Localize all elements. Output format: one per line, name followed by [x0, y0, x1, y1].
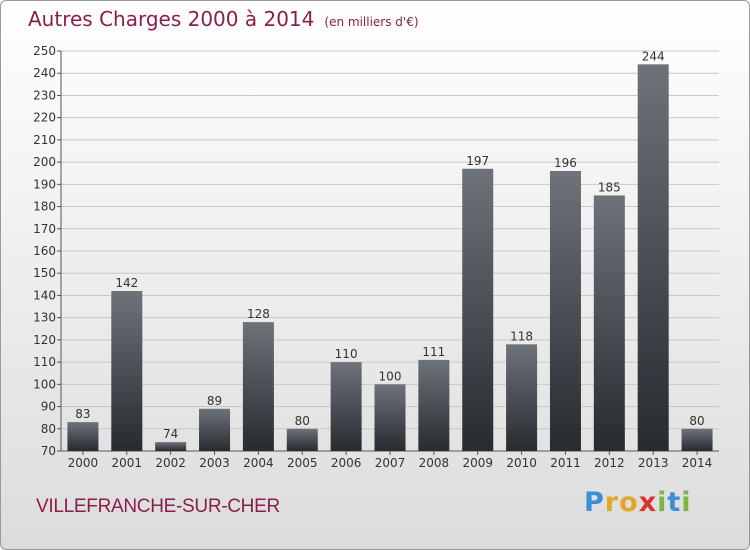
x-tick-label: 2010 [506, 456, 537, 470]
x-tick-label: 2007 [375, 456, 406, 470]
bar [286, 428, 318, 451]
bar [593, 195, 625, 451]
labels: 7080901001101201301401501601701801902002… [33, 44, 712, 470]
y-tick-label: 80 [41, 422, 56, 436]
x-tick-label: 2004 [243, 456, 274, 470]
value-label: 128 [247, 307, 270, 321]
value-label: 196 [554, 156, 577, 170]
x-tick-label: 2012 [594, 456, 625, 470]
x-tick-label: 2000 [68, 456, 99, 470]
value-label: 80 [295, 414, 310, 428]
value-label: 110 [335, 347, 358, 361]
x-tick-label: 2008 [419, 456, 450, 470]
bar [418, 359, 450, 451]
bar [242, 322, 274, 451]
y-tick-label: 130 [33, 311, 56, 325]
bar [637, 64, 669, 452]
x-tick-label: 2011 [550, 456, 581, 470]
bar [374, 384, 406, 451]
y-tick-label: 240 [33, 66, 56, 80]
y-tick-label: 200 [33, 155, 56, 169]
bar [111, 291, 143, 451]
chart-subtitle: (en milliers d'€) [324, 15, 419, 29]
bar [67, 422, 99, 451]
brand-letter: t [667, 487, 682, 518]
x-tick-label: 2002 [155, 456, 186, 470]
bars [67, 64, 713, 452]
x-tick-label: 2005 [287, 456, 318, 470]
value-label: 83 [75, 407, 90, 421]
value-label: 111 [422, 345, 445, 359]
y-tick-label: 110 [33, 355, 56, 369]
y-tick-label: 70 [41, 444, 56, 458]
brand-letter: i [657, 487, 668, 518]
value-label: 197 [466, 154, 489, 168]
y-tick-label: 210 [33, 133, 56, 147]
title-row: Autres Charges 2000 à 2014 (en milliers d… [28, 7, 419, 31]
value-label: 100 [379, 369, 402, 383]
bar [330, 362, 362, 451]
y-tick-label: 100 [33, 377, 56, 391]
y-tick-label: 180 [33, 200, 56, 214]
bar [462, 168, 494, 451]
y-tick-label: 190 [33, 177, 56, 191]
x-tick-label: 2014 [682, 456, 713, 470]
y-tick-label: 220 [33, 111, 56, 125]
value-label: 185 [598, 180, 621, 194]
bar [155, 442, 187, 451]
x-tick-label: 2003 [199, 456, 230, 470]
value-label: 142 [115, 276, 138, 290]
y-tick-label: 120 [33, 333, 56, 347]
y-tick-label: 230 [33, 88, 56, 102]
y-tick-label: 160 [33, 244, 56, 258]
y-tick-label: 140 [33, 288, 56, 302]
bar [199, 408, 231, 451]
value-label: 89 [207, 394, 222, 408]
x-tick-label: 2013 [638, 456, 669, 470]
bar [506, 344, 538, 451]
location-label: VILLEFRANCHE-SUR-CHER [36, 496, 280, 517]
y-tick-label: 250 [33, 44, 56, 58]
value-label: 118 [510, 329, 533, 343]
y-tick-label: 170 [33, 222, 56, 236]
x-tick-label: 2009 [462, 456, 493, 470]
value-label: 74 [163, 427, 178, 441]
brand-letter: r [604, 487, 620, 518]
value-label: 80 [689, 414, 704, 428]
value-label: 244 [642, 49, 665, 63]
brand-letter: P [584, 487, 605, 518]
brand-letter: o [619, 487, 639, 518]
bar [681, 428, 713, 451]
brand-logo: Proxiti [584, 487, 692, 518]
x-tick-label: 2006 [331, 456, 362, 470]
brand-letter: i [681, 487, 692, 518]
x-tick-label: 2001 [112, 456, 143, 470]
chart-title: Autres Charges 2000 à 2014 [28, 7, 315, 31]
y-tick-label: 90 [41, 400, 56, 414]
bar [549, 171, 581, 451]
brand-letter: x [638, 487, 658, 518]
y-tick-label: 150 [33, 266, 56, 280]
